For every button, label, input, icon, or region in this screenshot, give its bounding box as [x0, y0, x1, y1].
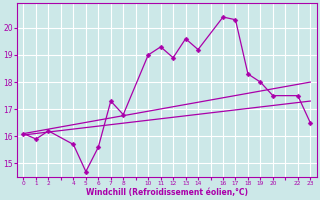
X-axis label: Windchill (Refroidissement éolien,°C): Windchill (Refroidissement éolien,°C) [86, 188, 248, 197]
